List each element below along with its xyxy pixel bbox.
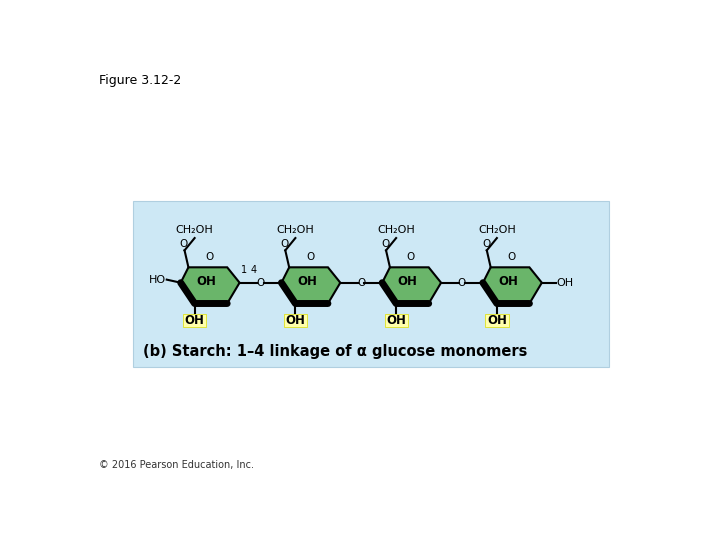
Text: CH₂OH: CH₂OH (176, 225, 214, 235)
Text: HO: HO (149, 275, 166, 285)
Text: 1: 1 (241, 265, 247, 275)
Polygon shape (382, 267, 441, 303)
FancyBboxPatch shape (132, 201, 609, 367)
Text: 4: 4 (251, 265, 256, 275)
Text: O: O (508, 252, 516, 262)
Text: O: O (205, 252, 213, 262)
Text: O: O (306, 252, 314, 262)
Text: OH: OH (557, 278, 574, 288)
Text: OH: OH (386, 314, 406, 327)
Text: OH: OH (297, 275, 317, 288)
Text: CH₂OH: CH₂OH (276, 225, 314, 235)
Text: O: O (256, 278, 265, 288)
Text: CH₂OH: CH₂OH (377, 225, 415, 235)
Text: OH: OH (185, 314, 204, 327)
Text: Figure 3.12-2: Figure 3.12-2 (99, 74, 181, 87)
Text: OH: OH (398, 275, 418, 288)
Text: O: O (280, 239, 289, 249)
Polygon shape (483, 267, 542, 303)
Text: O: O (458, 278, 466, 288)
FancyBboxPatch shape (183, 314, 206, 327)
Text: OH: OH (498, 275, 518, 288)
FancyBboxPatch shape (284, 314, 307, 327)
Text: OH: OH (487, 314, 507, 327)
Polygon shape (282, 267, 341, 303)
Text: CH₂OH: CH₂OH (478, 225, 516, 235)
Text: OH: OH (197, 275, 216, 288)
Text: O: O (357, 278, 365, 288)
Text: O: O (482, 239, 490, 249)
Text: O: O (180, 239, 188, 249)
FancyBboxPatch shape (384, 314, 408, 327)
Text: OH: OH (285, 314, 305, 327)
Polygon shape (181, 267, 240, 303)
Text: O: O (381, 239, 390, 249)
Text: O: O (407, 252, 415, 262)
Text: © 2016 Pearson Education, Inc.: © 2016 Pearson Education, Inc. (99, 460, 254, 470)
Text: (b) Starch: 1–4 linkage of α glucose monomers: (b) Starch: 1–4 linkage of α glucose mon… (143, 344, 527, 359)
FancyBboxPatch shape (485, 314, 508, 327)
